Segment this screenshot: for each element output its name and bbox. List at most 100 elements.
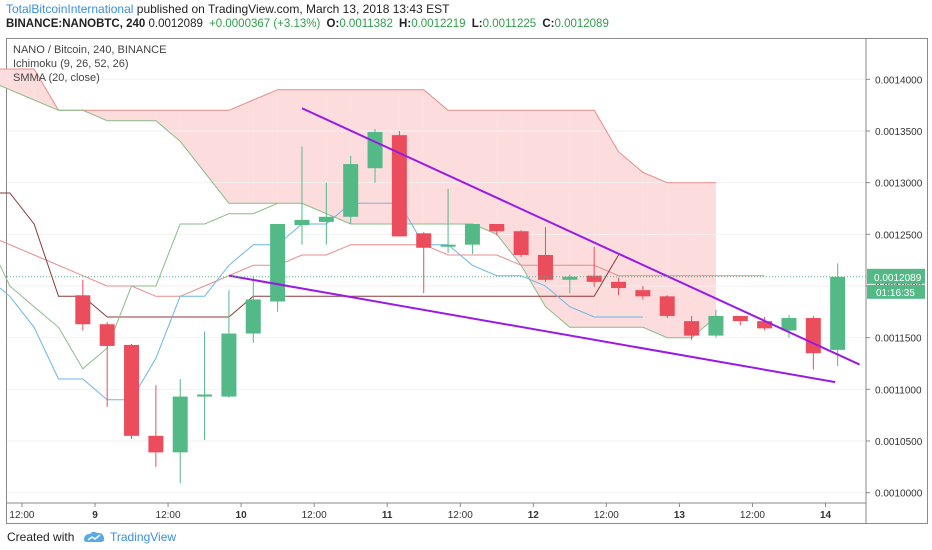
x-tick-label: 10: [236, 510, 248, 521]
candle-body: [75, 295, 91, 325]
last-price: 0.0012089: [148, 18, 203, 30]
y-tick-label: 0.0011500: [875, 334, 922, 345]
footer: Created with TradingView: [0, 524, 932, 550]
x-tick-label: 12:00: [740, 510, 765, 521]
published-text: published on TradingView.com, March 13, …: [136, 2, 450, 16]
created-with-text: Created with: [7, 530, 75, 544]
candle-body: [148, 435, 164, 453]
ichimoku-cloud-segment: [180, 110, 205, 173]
y-tick-label: 0.0010000: [875, 489, 923, 500]
ichimoku-cloud-segment: [131, 110, 156, 121]
ichimoku-cloud-segment: [107, 110, 132, 121]
candle-body: [611, 281, 627, 289]
ichimoku-tenkan-line: [0, 202, 643, 401]
y-tick-label: 0.0013000: [875, 179, 923, 190]
candle-body: [391, 135, 407, 237]
tradingview-logo-icon: [84, 531, 105, 542]
candle-body: [318, 216, 334, 222]
ichimoku-cloud-segment: [472, 110, 497, 235]
last-price-label: 0.0012089: [874, 273, 922, 284]
candle-body: [221, 333, 237, 397]
tradingview-brand[interactable]: TradingView: [110, 530, 177, 544]
open-label: O:: [326, 18, 340, 30]
candle-body: [99, 324, 115, 346]
ohlc-header: BINANCE:NANOBTC, 240 0.0012089 +0.000036…: [6, 18, 612, 30]
ichimoku-cloud-segment: [228, 100, 254, 204]
ichimoku-cloud-segment: [253, 89, 278, 204]
countdown-label-bg: [867, 284, 925, 299]
ichimoku-cloud-segment: [9, 69, 35, 100]
ichimoku-cloud-segment: [545, 110, 570, 328]
candle-body: [489, 224, 505, 232]
ichimoku-chikou-line: [0, 202, 278, 370]
candle-body: [270, 224, 286, 302]
trendline: [228, 274, 836, 384]
x-tick-label: 12:00: [156, 510, 181, 521]
y-tick-label: 0.0014000: [875, 75, 923, 86]
trendline: [301, 107, 861, 366]
ichimoku-cloud-segment: [569, 110, 595, 328]
ichimoku-cloud-segment: [691, 182, 716, 338]
legend-smma[interactable]: SMMA (20, close): [13, 72, 100, 84]
candle-body: [343, 164, 359, 217]
candle-body: [732, 315, 748, 322]
ichimoku-cloud-segment: [155, 110, 181, 142]
candle-body: [464, 224, 480, 245]
x-tick-label: 9: [92, 510, 98, 521]
last-price-label-bg: [867, 268, 925, 284]
publisher-link[interactable]: TotalBitcoinInternational: [6, 2, 134, 16]
price-change: +0.0000367 (+3.13%): [209, 18, 321, 30]
ichimoku-span-b-line: [0, 68, 716, 184]
candle-body: [562, 276, 578, 280]
candle-body: [245, 299, 261, 334]
candle-body: [537, 255, 553, 280]
y-tick-label: 0.0011000: [875, 385, 922, 396]
candle-body: [708, 315, 724, 336]
x-tick-label: 12: [528, 510, 540, 521]
close-label: C:: [542, 18, 555, 30]
candle-body: [635, 290, 651, 297]
high-value: 0.0012219: [411, 18, 466, 30]
candle-body: [830, 276, 846, 350]
candle-body: [781, 318, 797, 331]
x-tick-label: 14: [820, 510, 832, 521]
candle-body: [757, 321, 773, 329]
x-tick-label: 12:00: [594, 510, 619, 521]
publish-info: TotalBitcoinInternational published on T…: [6, 2, 449, 16]
x-tick-label: 12:00: [302, 510, 327, 521]
low-value: 0.0011225: [482, 18, 537, 30]
ichimoku-cloud-segment: [277, 89, 302, 204]
candle-body: [172, 396, 188, 453]
candle-body: [440, 244, 456, 247]
candle-body: [416, 233, 432, 248]
ichimoku-cloud-segment: [301, 89, 327, 214]
candle-body: [684, 321, 700, 336]
x-tick-label: 13: [674, 510, 686, 521]
x-tick-label: 11: [382, 510, 393, 521]
x-tick-label: 12:00: [448, 510, 473, 521]
ichimoku-cloud-segment: [204, 110, 229, 204]
candle-body: [197, 394, 213, 397]
ichimoku-cloud-segment: [594, 110, 619, 328]
smma-line: [0, 239, 765, 297]
y-tick-label: 0.0010500: [875, 437, 923, 448]
y-tick-label: 0.0013500: [875, 127, 923, 138]
low-label: L:: [471, 18, 483, 30]
candle-body: [124, 344, 140, 436]
high-label: H:: [399, 18, 412, 30]
ichimoku-cloud-segment: [0, 69, 10, 90]
chart-frame: [6, 38, 928, 524]
ichimoku-kijun-line: [0, 192, 619, 318]
candle-body: [513, 231, 529, 255]
ichimoku-cloud-segment: [448, 110, 473, 224]
candle-body: [294, 219, 310, 226]
legend-ichimoku[interactable]: Ichimoku (9, 26, 52, 26): [13, 58, 129, 70]
symbol-label: BINANCE:NANOBTC, 240: [6, 18, 146, 30]
candle-body: [586, 275, 602, 282]
open-value: 0.0011382: [339, 18, 393, 30]
candle-body: [805, 318, 821, 354]
candle-body: [367, 132, 383, 169]
ichimoku-cloud-segment: [618, 151, 643, 328]
countdown-label: 01:16:35: [876, 288, 915, 299]
